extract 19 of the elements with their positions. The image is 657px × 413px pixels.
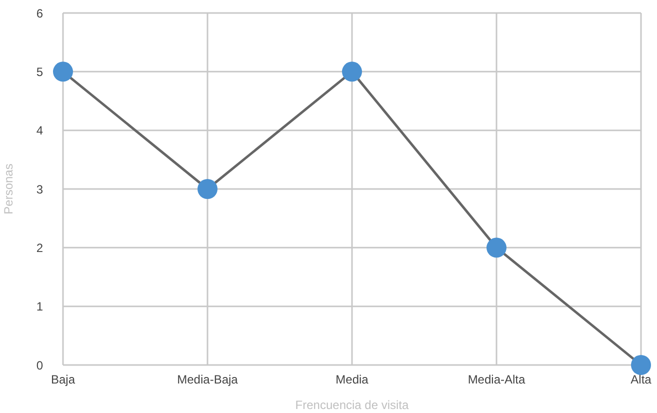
y-tick-label: 4	[36, 124, 44, 138]
x-tick-label: Media	[336, 372, 369, 387]
y-tick-label: 3	[36, 182, 44, 196]
point	[53, 62, 73, 82]
point	[486, 238, 506, 258]
y-tick-label: 0	[36, 358, 44, 372]
y-tick-label: 5	[36, 64, 44, 79]
x-axis-title: Frencuencia de visita	[295, 398, 410, 412]
y-tick-label: 6	[36, 6, 44, 20]
y-axis-title: Personas	[1, 164, 16, 214]
x-tick-label: Media-Baja	[177, 372, 238, 387]
y-tick-label: 2	[36, 240, 44, 255]
x-tick-label: Alta	[630, 372, 652, 387]
x-tick-label: Media-Alta	[468, 372, 526, 387]
y-tick-label: 1	[36, 300, 44, 314]
point	[631, 355, 651, 375]
point	[342, 62, 362, 82]
point	[198, 179, 218, 199]
x-tick-label: Baja	[50, 372, 76, 387]
